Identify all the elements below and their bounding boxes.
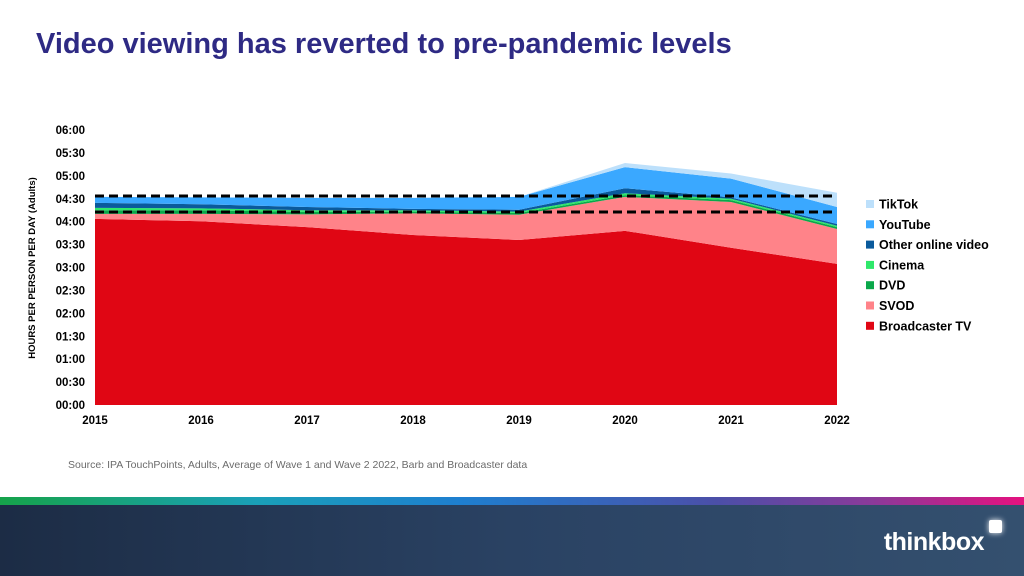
- reference-lines: [95, 194, 837, 214]
- y-tick-label: 03:30: [56, 240, 85, 252]
- y-tick-label: 02:00: [56, 308, 85, 320]
- legend-swatch: [866, 301, 874, 310]
- y-tick-label: 06:00: [56, 125, 85, 137]
- legend-label: SVOD: [879, 299, 914, 313]
- legend-label: Cinema: [879, 258, 925, 272]
- area-other-online-video: [95, 188, 837, 226]
- legend-swatch: [866, 240, 874, 249]
- area-youtube: [95, 167, 837, 224]
- x-tick-label: 2019: [506, 415, 532, 427]
- legend-item: SVOD: [866, 299, 914, 313]
- legend-label: YouTube: [879, 218, 931, 232]
- y-tick-label: 05:00: [56, 171, 85, 183]
- y-tick-label: 02:30: [56, 285, 85, 297]
- legend-swatch: [866, 321, 874, 330]
- area-svod: [95, 196, 837, 264]
- y-tick-label: 04:00: [56, 217, 85, 229]
- legend-label: Other online video: [879, 238, 989, 252]
- x-tick-label: 2018: [400, 415, 426, 427]
- logo-square-icon: [989, 520, 1002, 533]
- legend-swatch: [866, 281, 874, 290]
- source-note: Source: IPA TouchPoints, Adults, Average…: [68, 459, 528, 471]
- legend: TikTok YouTube Other online video Cinema DVD…: [866, 198, 989, 333]
- y-tick-label: 03:00: [56, 263, 85, 275]
- y-tick-label: 01:30: [56, 331, 85, 343]
- y-tick-label: 00:00: [56, 400, 85, 412]
- x-tick-label: 2017: [294, 415, 320, 427]
- legend-swatch: [866, 260, 874, 269]
- y-tick-label: 05:30: [56, 148, 85, 160]
- x-tick-label: 2016: [188, 415, 214, 427]
- x-tick-label: 2021: [718, 415, 744, 427]
- area-broadcaster-tv: [95, 218, 837, 405]
- x-tick-label: 2015: [82, 415, 108, 427]
- footer-band: [0, 505, 1024, 576]
- legend-swatch: [866, 200, 874, 208]
- y-tick-label: 04:30: [56, 194, 85, 206]
- area-cinema: [95, 193, 837, 228]
- gradient-stripe: [0, 497, 1024, 505]
- y-axis-ticks: 00:00 00:30 01:00 01:30 02:00 02:30 03:00 03:30…: [56, 125, 85, 412]
- legend-item: DVD: [866, 279, 905, 293]
- legend-item: TikTok: [866, 198, 918, 212]
- x-tick-label: 2020: [612, 415, 638, 427]
- legend-item: Other online video: [866, 238, 989, 252]
- thinkbox-logo: thinkbox: [883, 528, 985, 556]
- x-tick-label: 2022: [824, 415, 850, 427]
- legend-label: Broadcaster TV: [879, 319, 972, 333]
- legend-label: DVD: [879, 279, 905, 293]
- x-axis-ticks: 2015 2016 2017 2018 2019 2020 2021 2022: [82, 415, 850, 427]
- legend-label: TikTok: [879, 198, 918, 212]
- y-axis-label: HOURS PER PERSON PER DAY (Adults): [27, 177, 38, 359]
- slide-title: Video viewing has reverted to pre-pandem…: [36, 28, 732, 60]
- y-tick-label: 00:30: [56, 377, 85, 389]
- legend-item: YouTube: [866, 218, 931, 232]
- y-tick-label: 01:00: [56, 354, 85, 366]
- chart-areas: [95, 163, 837, 405]
- legend-item: Broadcaster TV: [866, 319, 972, 333]
- legend-swatch: [866, 220, 874, 229]
- legend-item: Cinema: [866, 258, 925, 272]
